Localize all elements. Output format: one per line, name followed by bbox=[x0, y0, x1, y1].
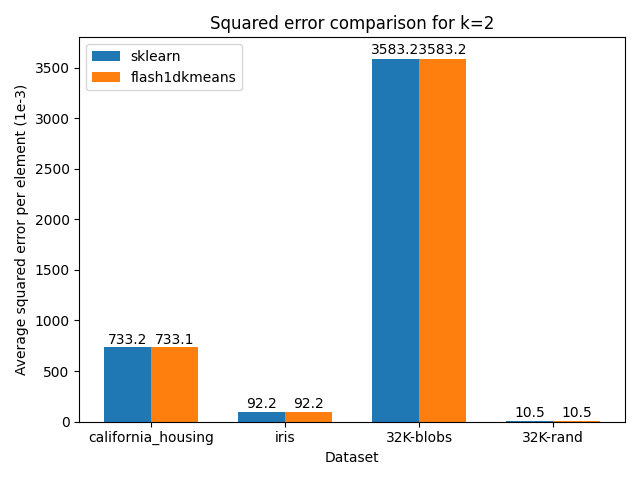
Text: 92.2: 92.2 bbox=[246, 397, 277, 411]
Text: 3583.23583.2: 3583.23583.2 bbox=[371, 43, 467, 57]
Bar bbox=[554, 420, 600, 421]
Bar bbox=[372, 59, 419, 421]
Bar bbox=[419, 59, 466, 421]
Bar bbox=[238, 412, 285, 421]
Bar bbox=[151, 348, 198, 421]
Legend: sklearn, flash1dkmeans: sklearn, flash1dkmeans bbox=[86, 44, 242, 90]
Bar bbox=[104, 348, 151, 421]
Text: 92.2: 92.2 bbox=[293, 397, 324, 411]
Text: 733.1: 733.1 bbox=[155, 333, 195, 347]
Bar bbox=[506, 420, 554, 421]
Y-axis label: Average squared error per element (1e-3): Average squared error per element (1e-3) bbox=[15, 84, 29, 375]
Title: Squared error comparison for k=2: Squared error comparison for k=2 bbox=[210, 15, 494, 33]
Bar bbox=[285, 412, 332, 421]
Text: 10.5: 10.5 bbox=[561, 406, 592, 420]
X-axis label: Dataset: Dataset bbox=[325, 451, 380, 465]
Text: 10.5: 10.5 bbox=[515, 406, 545, 420]
Text: 733.2: 733.2 bbox=[108, 333, 147, 347]
